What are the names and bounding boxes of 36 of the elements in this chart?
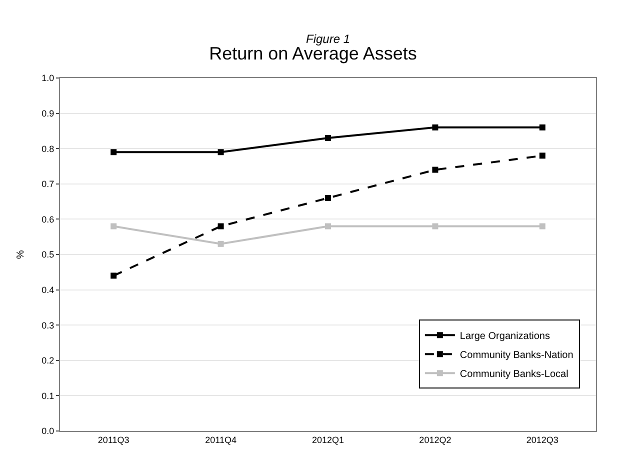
y-axis-title: % bbox=[16, 250, 27, 259]
point bbox=[325, 195, 331, 202]
y-tick-label: 0.4 bbox=[42, 284, 54, 295]
y-tick-label: 1.0 bbox=[42, 73, 54, 84]
y-tick-label: 0.5 bbox=[42, 250, 54, 260]
point bbox=[432, 166, 438, 173]
y-tick-label: 0.7 bbox=[42, 179, 54, 190]
x-tick-label: 2011Q3 bbox=[98, 434, 130, 445]
y-tick-label: 0.9 bbox=[42, 108, 54, 118]
point bbox=[218, 149, 224, 156]
point bbox=[218, 240, 224, 247]
legend-label: Community Banks-Local bbox=[460, 369, 568, 380]
y-tick-label: 0.0 bbox=[42, 426, 54, 436]
point bbox=[110, 149, 117, 156]
point bbox=[110, 223, 117, 230]
point bbox=[432, 223, 438, 230]
x-tick-label: 2012Q3 bbox=[526, 434, 558, 445]
point bbox=[110, 272, 117, 279]
y-tick-label: 0.3 bbox=[42, 320, 54, 330]
x-tick-label: 2011Q4 bbox=[205, 434, 236, 445]
y-tick-label: 0.6 bbox=[42, 214, 54, 224]
point bbox=[218, 223, 224, 230]
legend-label: Large Organizations bbox=[460, 331, 550, 342]
y-tick-label: 0.8 bbox=[42, 144, 54, 154]
point bbox=[325, 223, 331, 230]
y-tick-label: 0.2 bbox=[42, 356, 54, 366]
chart-subtitle: Figure 1 bbox=[306, 32, 350, 46]
x-tick-label: 2012Q1 bbox=[312, 434, 344, 445]
legend-label: Community Banks-Nation bbox=[460, 350, 574, 362]
point bbox=[432, 124, 438, 130]
point bbox=[325, 135, 331, 142]
point bbox=[539, 152, 546, 159]
point bbox=[539, 223, 546, 230]
y-tick-label: 0.1 bbox=[42, 390, 54, 401]
point bbox=[539, 124, 546, 130]
x-tick-label: 2012Q2 bbox=[419, 434, 452, 445]
